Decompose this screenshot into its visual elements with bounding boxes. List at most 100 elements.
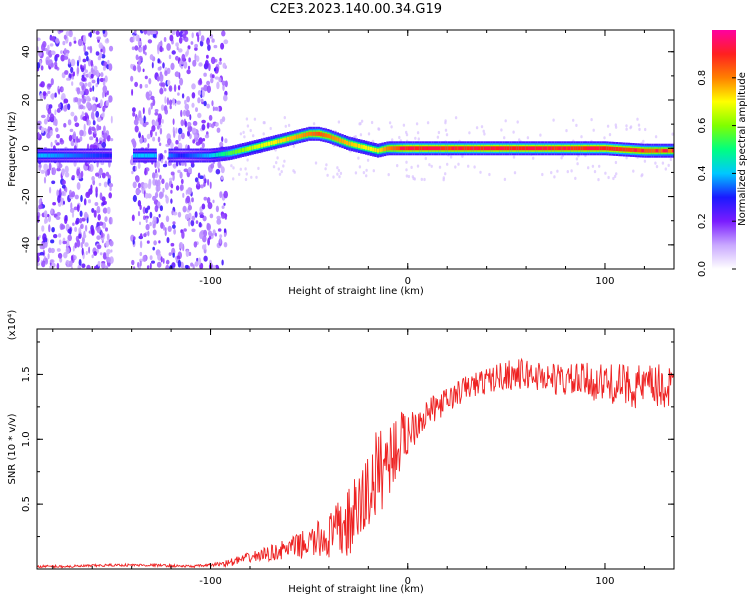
noise-speckle [176,100,181,105]
noise-speckle [98,125,102,131]
noise-speckle [246,158,249,162]
noise-speckle [37,62,41,69]
noise-speckle [56,189,60,197]
noise-speckle [192,59,197,67]
noise-speckle [188,251,192,256]
noise-speckle [199,78,202,85]
noise-speckle [541,172,544,177]
noise-speckle [110,249,113,253]
noise-speckle [180,132,185,140]
noise-speckle [132,34,135,42]
noise-speckle [56,248,61,252]
noise-speckle [191,32,194,39]
noise-speckle [532,156,535,160]
ridge-cell [185,153,188,158]
noise-speckle [72,245,75,252]
x-tick-label: 0 [405,276,411,287]
noise-speckle [169,99,173,106]
ridge-peak [563,146,567,150]
noise-speckle [142,68,145,73]
noise-speckle [253,117,257,121]
noise-speckle [158,240,161,244]
noise-speckle [179,77,184,86]
noise-speckle [156,261,162,268]
ridge-cell [450,146,453,151]
noise-speckle [96,36,101,40]
noise-speckle [215,205,219,213]
noise-speckle [211,74,215,79]
noise-speckle [49,113,55,121]
ridge-cell [310,131,313,136]
noise-speckle [130,75,134,82]
ridge-cell [149,153,152,158]
noise-speckle [132,107,136,113]
noise-speckle [50,239,55,244]
noise-speckle [539,133,542,137]
noise-speckle [65,239,70,247]
noise-speckle [181,93,185,99]
noise-speckle [238,172,241,176]
ridge-cell [457,146,460,151]
noise-speckle [67,228,71,234]
noise-speckle [147,39,153,44]
ridge-cell [365,145,368,150]
noise-speckle [249,128,252,133]
noise-speckle [283,116,286,120]
noise-speckle [92,144,98,149]
noise-speckle [337,120,341,124]
noise-speckle [664,167,667,171]
noise-speckle [139,83,143,89]
noise-speckle [444,172,447,176]
noise-speckle [192,139,196,144]
ridge-cell [556,146,559,151]
ridge-cell [218,152,221,157]
ridge-peak [452,146,455,150]
spectrogram-ylabel: Frequency (Hz) [7,111,18,187]
ridge-cell [97,153,100,158]
noise-speckle [148,78,152,85]
noise-speckle [139,251,143,257]
noise-speckle [73,40,77,44]
noise-speckle [526,136,530,140]
ridge-cell [265,142,268,147]
noise-speckle [654,161,657,165]
noise-speckle [77,265,81,269]
noise-speckle [217,228,222,232]
noise-speckle [104,38,110,44]
ridge-peak [435,146,439,150]
noise-speckle [42,91,47,97]
noise-speckle [449,155,453,159]
ridge-cell [92,153,96,158]
noise-speckle [70,202,73,210]
noise-speckle [195,55,200,62]
noise-speckle [88,246,91,254]
noise-speckle [83,34,87,43]
noise-speckle [137,63,140,71]
noise-speckle [560,156,563,160]
noise-speckle [85,73,89,78]
ridge-cell [419,146,422,151]
ridge-cell [658,148,661,153]
noise-speckle [110,115,113,124]
ridge-cell [173,153,176,158]
noise-speckle [47,213,50,218]
noise-speckle [210,123,215,129]
ridge-cell [606,146,609,151]
noise-speckle [135,116,139,122]
noise-speckle [436,135,440,139]
noise-speckle [165,195,169,204]
noise-speckle [199,214,204,218]
noise-speckle [56,167,61,172]
noise-speckle [40,114,46,119]
noise-speckle [157,185,161,191]
noise-speckle [212,199,215,204]
noise-speckle [208,114,213,121]
colorbar-tick-label: 0.4 [697,165,708,181]
noise-speckle [151,61,154,69]
noise-speckle [592,128,595,132]
noise-speckle [203,84,208,92]
noise-speckle [143,30,148,35]
noise-speckle [86,118,89,126]
noise-speckle [232,177,235,181]
noise-speckle [68,134,73,142]
